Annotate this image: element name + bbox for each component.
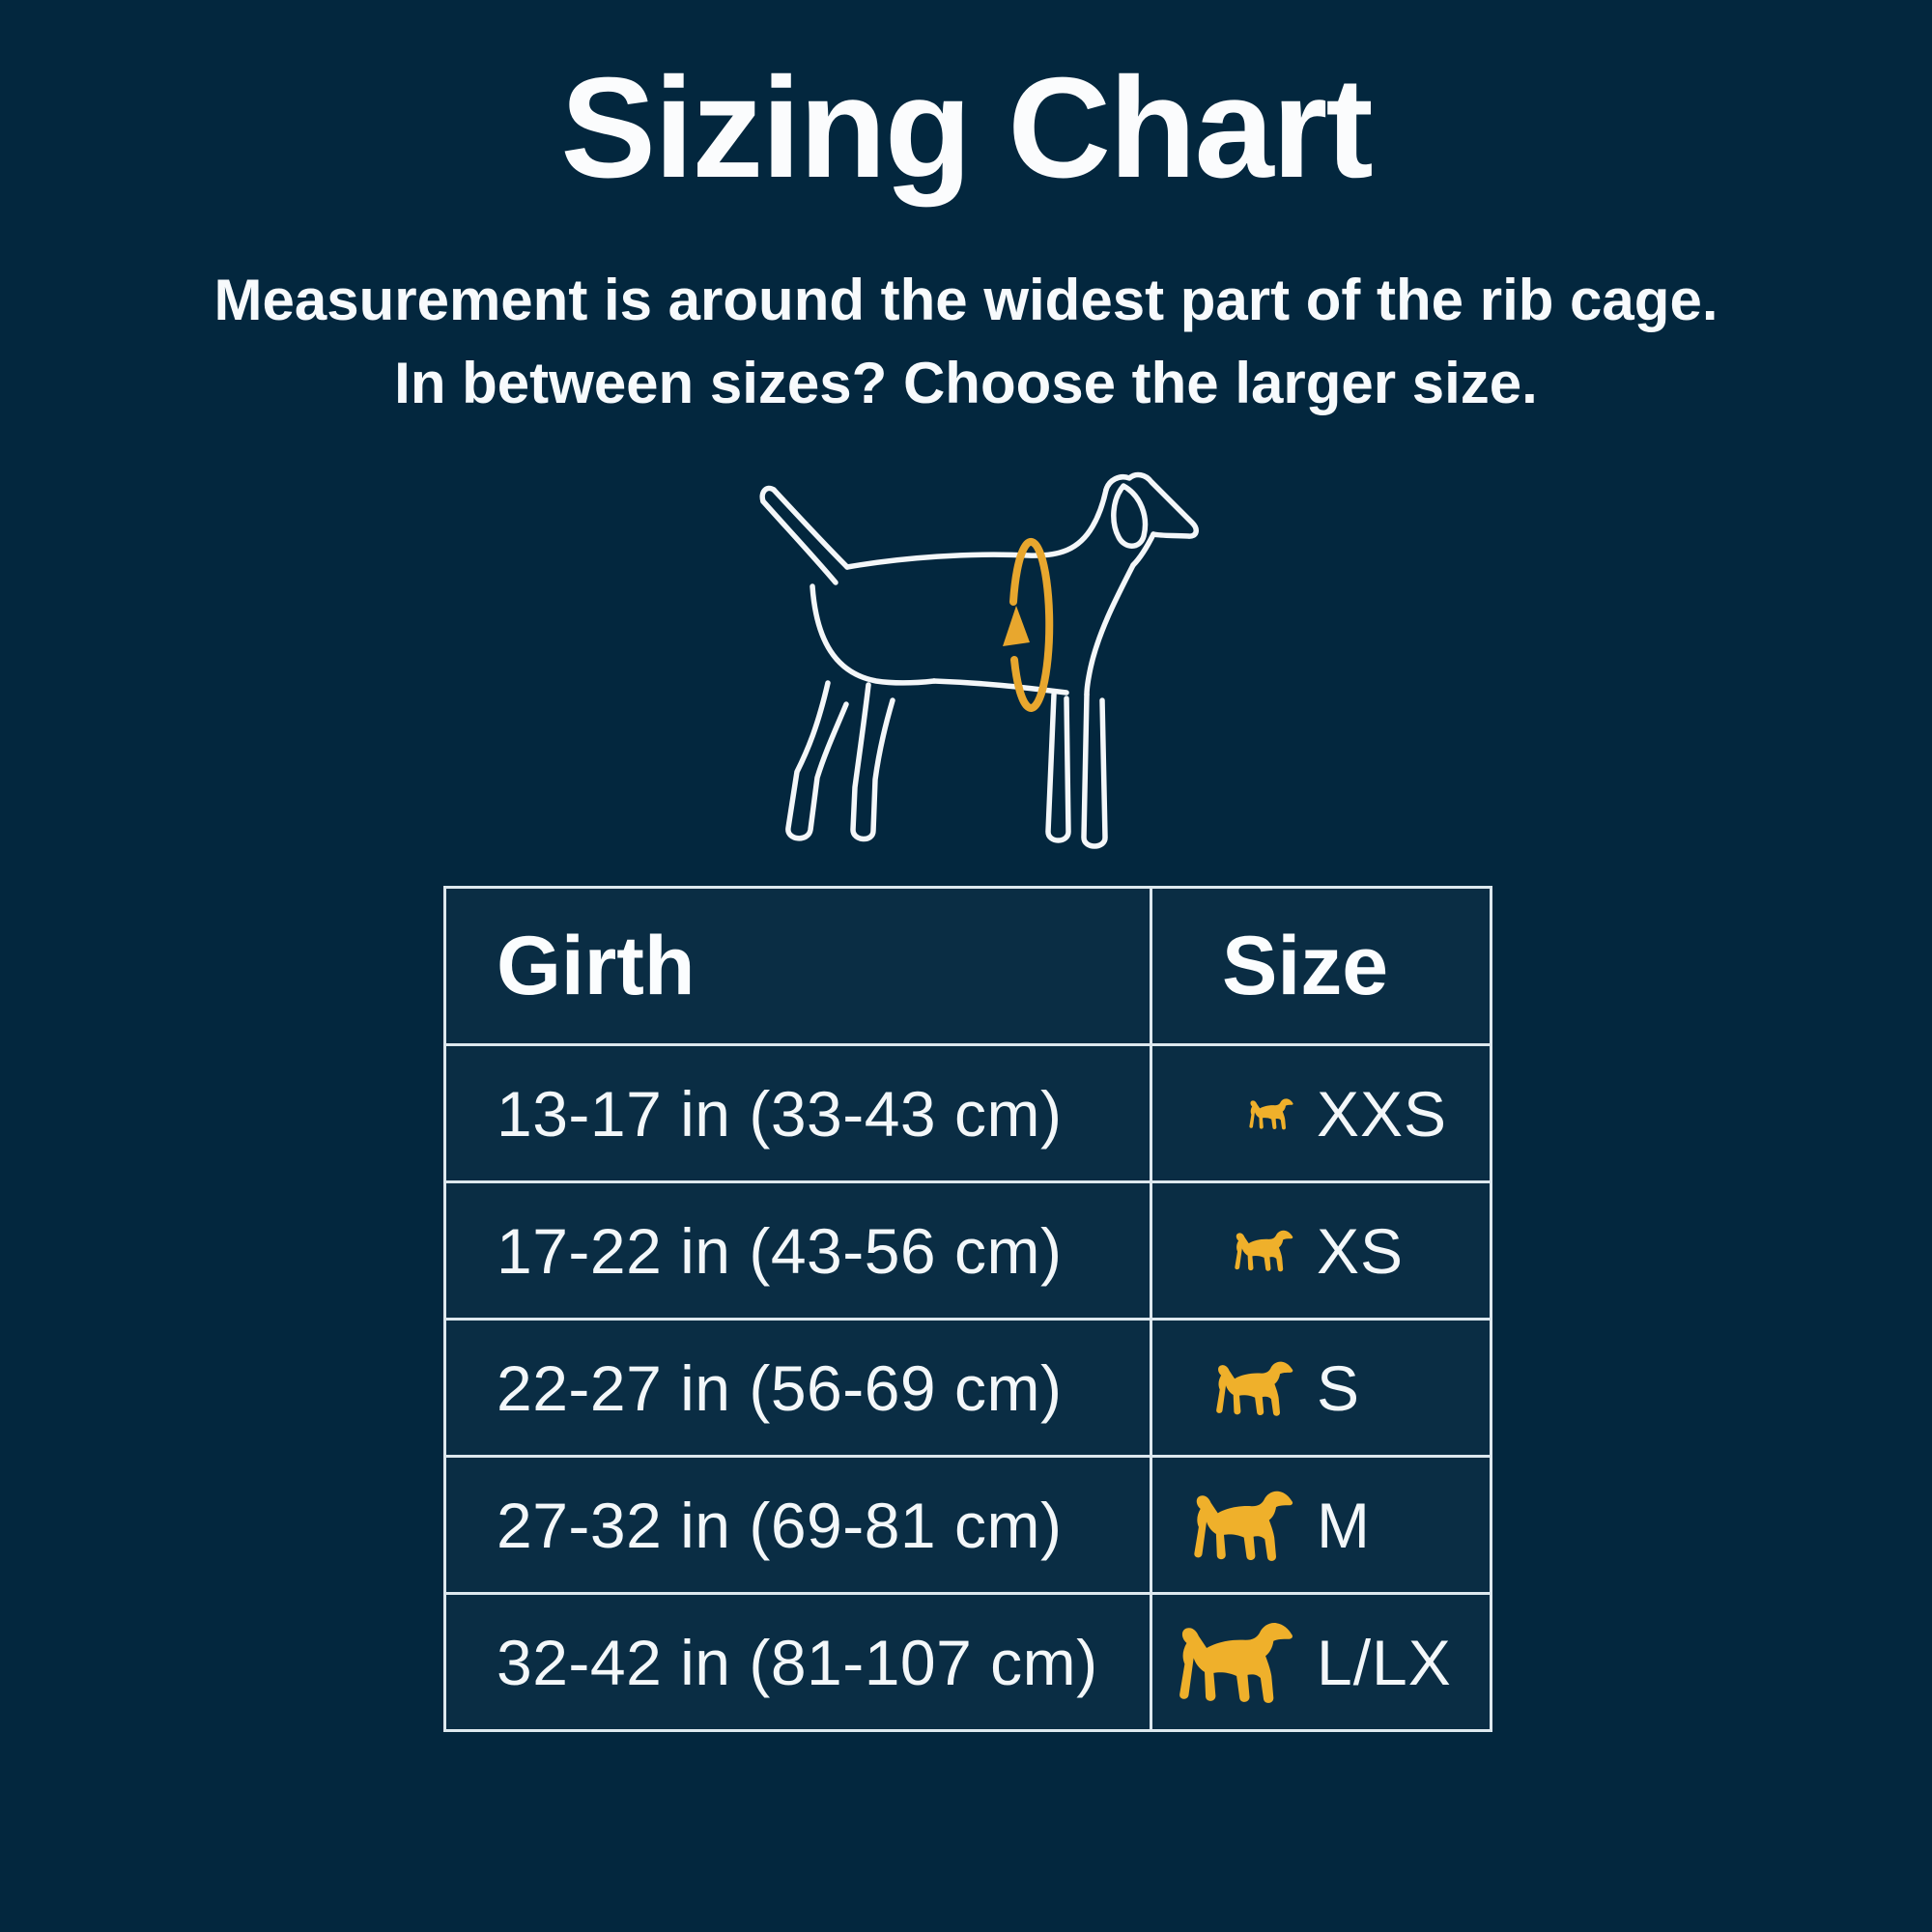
girth-value: 22-27 in (56-69 cm): [497, 1351, 1063, 1424]
table-row-girth: 17-22 in (43-56 cm): [446, 1180, 1150, 1318]
size-value: M: [1317, 1489, 1371, 1561]
table-row-girth: 27-32 in (69-81 cm): [446, 1455, 1150, 1592]
girth-value: 13-17 in (33-43 cm): [497, 1077, 1063, 1150]
size-value: L/LX: [1317, 1626, 1452, 1698]
table-row-size: M: [1150, 1455, 1490, 1592]
girth-header-label: Girth: [497, 919, 696, 1012]
table-row-girth: 22-27 in (56-69 cm): [446, 1318, 1150, 1455]
dog-front-leg-line: [1045, 692, 1071, 843]
column-header-size: Size: [1150, 889, 1490, 1043]
subtitle-line-2: In between sizes? Choose the larger size…: [394, 351, 1538, 415]
dog-front-leg-line: [1081, 692, 1108, 849]
dog-back-line: [844, 487, 1109, 570]
dog-girth-measurement-illustration: [759, 471, 1199, 849]
girth-value: 32-42 in (81-107 cm): [497, 1626, 1098, 1698]
size-value: XS: [1317, 1214, 1405, 1287]
girth-value: 17-22 in (43-56 cm): [497, 1214, 1063, 1287]
dog-m-icon: [1174, 1482, 1293, 1569]
dog-hind-leg-line: [850, 682, 895, 842]
table-row-size: L/LX: [1150, 1592, 1490, 1729]
page-title: Sizing Chart: [560, 48, 1373, 208]
dog-chest-line: [1084, 562, 1136, 697]
dog-xs-icon: [1174, 1225, 1293, 1276]
girth-band-arrow-icon: [1003, 606, 1030, 646]
dog-l-lx-icon: [1174, 1611, 1293, 1713]
subtitle-line-1: Measurement is around the widest part of…: [213, 268, 1719, 332]
column-header-girth: Girth: [446, 889, 1150, 1043]
size-value: XXS: [1317, 1077, 1448, 1150]
dog-hind-quarter-line: [810, 583, 937, 686]
dog-xxs-icon: [1174, 1094, 1293, 1133]
size-header-label: Size: [1222, 919, 1389, 1012]
subtitle: Measurement is around the widest part of…: [0, 259, 1932, 425]
table-row-size: XXS: [1150, 1043, 1490, 1180]
dog-head-line: [1103, 471, 1199, 539]
dog-hind-leg-line: [785, 680, 849, 841]
dog-tail-tip: [759, 485, 777, 504]
dog-tail-line: [771, 487, 850, 570]
table-row-size: XS: [1150, 1180, 1490, 1318]
table-row-size: S: [1150, 1318, 1490, 1455]
dog-tail-line: [760, 498, 838, 585]
sizing-table: Girth Size 13-17 in (33-43 cm) XXS 17-22…: [443, 886, 1492, 1732]
girth-value: 27-32 in (69-81 cm): [497, 1489, 1063, 1561]
table-row-girth: 32-42 in (81-107 cm): [446, 1592, 1150, 1729]
dog-belly-line: [931, 678, 1069, 696]
size-value: S: [1317, 1351, 1361, 1424]
dog-s-icon: [1174, 1354, 1293, 1422]
dog-ear-line: [1111, 483, 1149, 549]
table-row-girth: 13-17 in (33-43 cm): [446, 1043, 1150, 1180]
girth-measuring-band-icon: [1009, 537, 1054, 712]
dog-jaw-line: [1130, 531, 1156, 568]
